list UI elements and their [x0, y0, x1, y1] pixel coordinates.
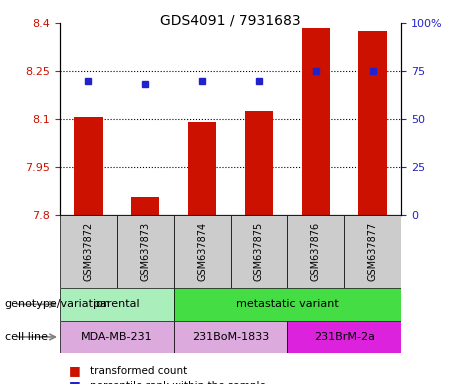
- Bar: [301, 28, 330, 215]
- Bar: [188, 122, 216, 215]
- Bar: [174, 288, 401, 321]
- Text: ■: ■: [69, 364, 81, 377]
- Bar: [344, 215, 401, 288]
- Text: MDA-MB-231: MDA-MB-231: [81, 332, 153, 342]
- Bar: [174, 321, 287, 353]
- Text: 231BoM-1833: 231BoM-1833: [192, 332, 269, 342]
- Text: 231BrM-2a: 231BrM-2a: [314, 332, 375, 342]
- Bar: [358, 31, 387, 215]
- Text: cell line: cell line: [5, 332, 47, 342]
- Bar: [230, 215, 287, 288]
- Bar: [60, 215, 117, 288]
- Text: GSM637876: GSM637876: [311, 222, 321, 281]
- Bar: [287, 215, 344, 288]
- Text: GSM637872: GSM637872: [83, 222, 94, 281]
- Bar: [60, 321, 174, 353]
- Text: GSM637874: GSM637874: [197, 222, 207, 281]
- Text: genotype/variation: genotype/variation: [5, 299, 111, 310]
- Text: metastatic variant: metastatic variant: [236, 299, 339, 310]
- Bar: [174, 215, 230, 288]
- Bar: [74, 118, 102, 215]
- Text: GDS4091 / 7931683: GDS4091 / 7931683: [160, 13, 301, 27]
- Text: parental: parental: [94, 299, 140, 310]
- Text: GSM637873: GSM637873: [140, 222, 150, 281]
- Bar: [131, 197, 160, 215]
- Text: ■: ■: [69, 379, 81, 384]
- Bar: [60, 288, 174, 321]
- Bar: [117, 215, 174, 288]
- Text: percentile rank within the sample: percentile rank within the sample: [90, 381, 266, 384]
- Text: GSM637877: GSM637877: [367, 222, 378, 281]
- Text: GSM637875: GSM637875: [254, 222, 264, 281]
- Text: transformed count: transformed count: [90, 366, 187, 376]
- Bar: [245, 111, 273, 215]
- Bar: [287, 321, 401, 353]
